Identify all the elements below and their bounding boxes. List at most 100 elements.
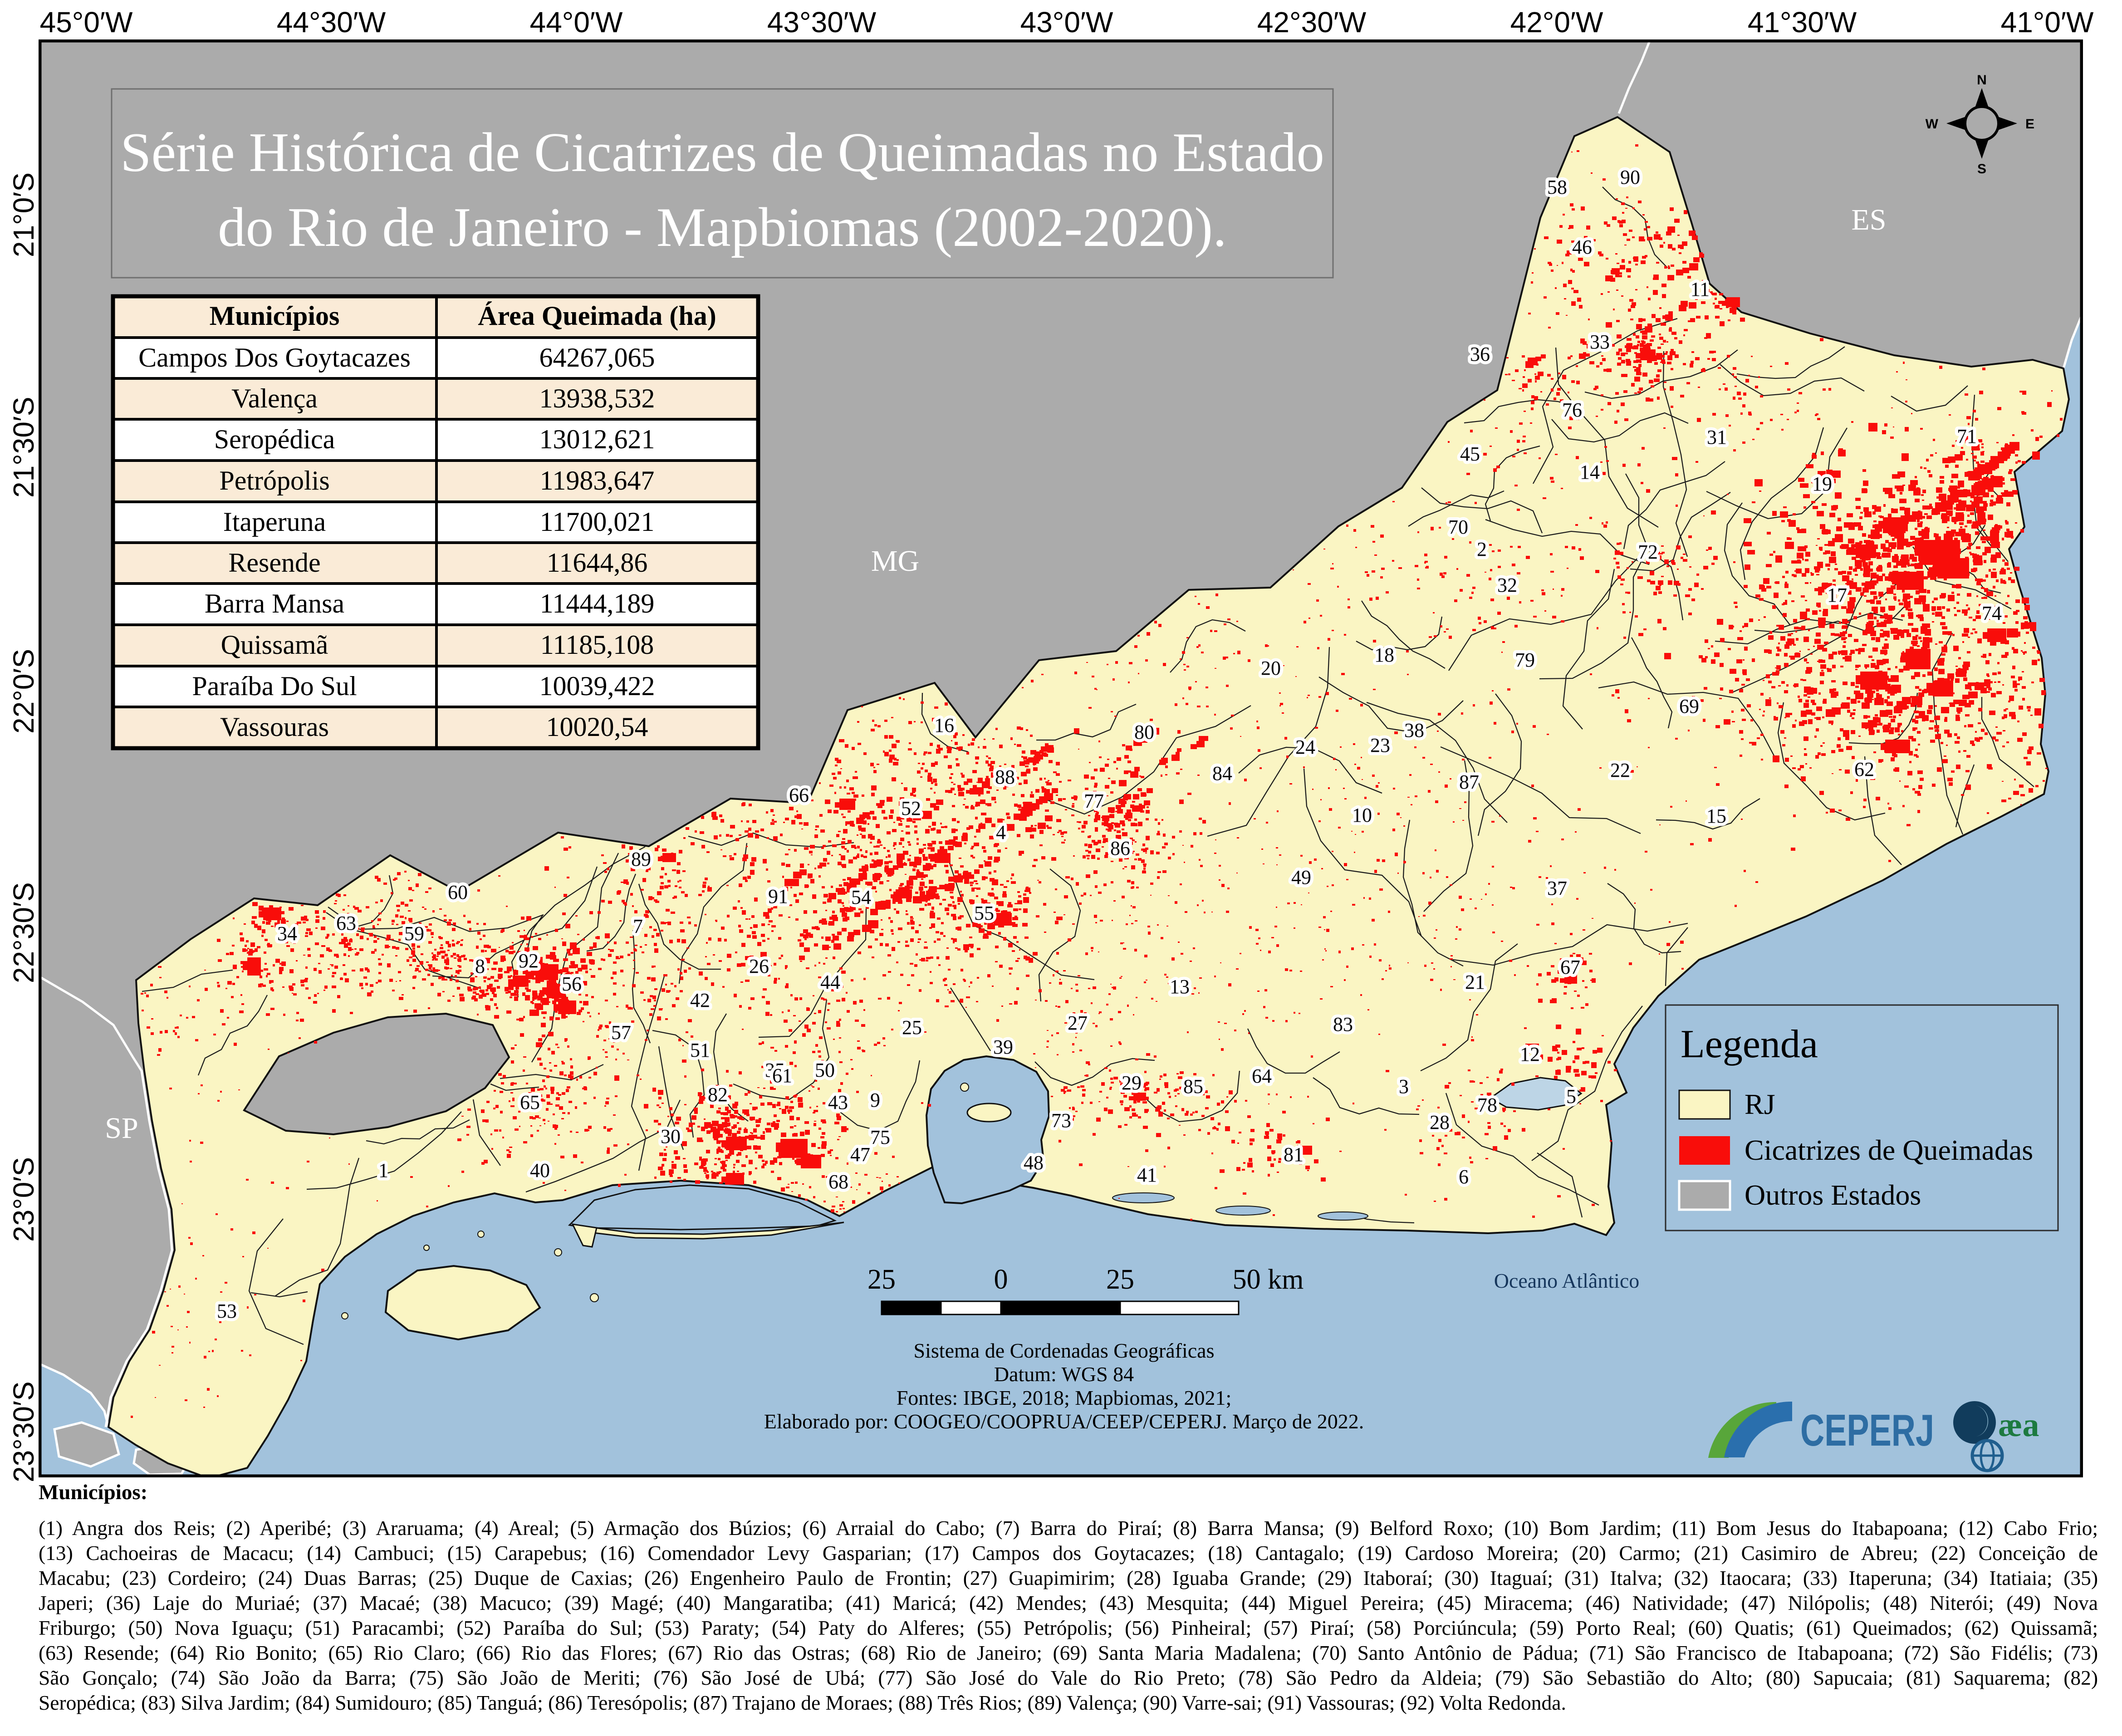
- svg-text:63: 63: [336, 912, 356, 934]
- svg-text:10039,422: 10039,422: [539, 671, 655, 701]
- svg-text:79: 79: [1515, 649, 1535, 671]
- svg-text:25: 25: [902, 1016, 922, 1039]
- svg-text:Sistema de Cordenadas Geográfi: Sistema de Cordenadas Geográficas: [914, 1339, 1215, 1362]
- svg-text:91: 91: [768, 885, 788, 907]
- svg-text:68: 68: [828, 1171, 848, 1193]
- svg-text:Fontes: IBGE, 2018; Mapbiomas,: Fontes: IBGE, 2018; Mapbiomas, 2021;: [897, 1386, 1232, 1409]
- svg-text:77: 77: [1084, 790, 1104, 812]
- svg-text:54: 54: [851, 886, 871, 908]
- svg-text:62: 62: [1854, 758, 1874, 780]
- svg-text:SP: SP: [105, 1112, 138, 1145]
- svg-text:47: 47: [850, 1143, 870, 1166]
- svg-text:5: 5: [1566, 1085, 1576, 1108]
- svg-text:Barra Mansa: Barra Mansa: [205, 588, 344, 618]
- svg-text:89: 89: [631, 848, 651, 870]
- svg-text:41: 41: [1137, 1164, 1157, 1186]
- svg-text:13012,621: 13012,621: [539, 424, 655, 454]
- svg-text:58: 58: [1547, 176, 1567, 198]
- svg-text:92: 92: [519, 950, 539, 972]
- svg-text:21: 21: [1465, 971, 1485, 993]
- svg-text:11185,108: 11185,108: [540, 630, 654, 660]
- svg-text:Elaborado por: COOGEO/COOPRUA/: Elaborado por: COOGEO/COOPRUA/CEEP/CEPER…: [764, 1410, 1364, 1433]
- svg-text:34: 34: [277, 922, 297, 945]
- svg-text:76: 76: [1562, 399, 1582, 421]
- svg-text:E: E: [2025, 117, 2034, 132]
- svg-text:45: 45: [1460, 443, 1480, 465]
- svg-text:44: 44: [820, 971, 840, 993]
- svg-text:17: 17: [1827, 584, 1847, 606]
- svg-text:10020,54: 10020,54: [546, 712, 648, 742]
- svg-text:0: 0: [994, 1264, 1008, 1295]
- svg-text:15: 15: [1706, 805, 1726, 827]
- svg-text:Datum: WGS 84: Datum: WGS 84: [994, 1363, 1134, 1386]
- svg-text:40: 40: [530, 1159, 550, 1182]
- svg-text:12: 12: [1520, 1043, 1540, 1065]
- svg-text:MG: MG: [871, 544, 919, 578]
- svg-text:11444,189: 11444,189: [540, 588, 655, 618]
- svg-text:RJ: RJ: [1745, 1088, 1775, 1120]
- svg-text:do Rio de Janeiro - Mapbiomas: do Rio de Janeiro - Mapbiomas (2002-2020…: [218, 196, 1227, 258]
- svg-text:70: 70: [1448, 516, 1468, 538]
- svg-text:73: 73: [1051, 1109, 1071, 1132]
- svg-text:Outros Estados: Outros Estados: [1745, 1179, 1921, 1211]
- svg-text:9: 9: [870, 1089, 880, 1111]
- svg-text:39: 39: [993, 1036, 1013, 1058]
- svg-text:Petrópolis: Petrópolis: [219, 466, 329, 495]
- svg-text:50: 50: [815, 1059, 835, 1081]
- svg-text:4: 4: [996, 821, 1006, 843]
- svg-text:19: 19: [1812, 473, 1832, 495]
- svg-text:48: 48: [1024, 1152, 1044, 1174]
- svg-text:Vassouras: Vassouras: [220, 712, 329, 742]
- svg-text:83: 83: [1333, 1013, 1353, 1035]
- svg-text:Cicatrizes de Queimadas: Cicatrizes de Queimadas: [1745, 1134, 2033, 1166]
- svg-text:74: 74: [1982, 602, 2002, 624]
- svg-text:90: 90: [1620, 166, 1640, 188]
- svg-text:49: 49: [1291, 866, 1311, 888]
- svg-text:86: 86: [1110, 837, 1130, 859]
- svg-text:80: 80: [1134, 721, 1154, 743]
- svg-text:37: 37: [1547, 877, 1567, 899]
- svg-text:W: W: [1926, 117, 1939, 132]
- svg-text:25: 25: [867, 1264, 896, 1295]
- svg-text:11644,86: 11644,86: [547, 548, 648, 578]
- svg-text:61: 61: [772, 1064, 792, 1087]
- svg-text:84: 84: [1212, 762, 1232, 785]
- svg-text:35: 35: [765, 1059, 785, 1081]
- svg-text:Legenda: Legenda: [1681, 1022, 1818, 1066]
- svg-text:69: 69: [1679, 695, 1699, 717]
- svg-text:66: 66: [789, 784, 809, 806]
- svg-text:53: 53: [217, 1300, 237, 1322]
- svg-text:87: 87: [1459, 771, 1479, 793]
- svg-text:32: 32: [1497, 574, 1517, 596]
- svg-text:75: 75: [870, 1126, 890, 1148]
- svg-text:16: 16: [934, 714, 954, 736]
- svg-text:60: 60: [448, 881, 468, 903]
- svg-text:Itaperuna: Itaperuna: [223, 507, 326, 537]
- svg-text:S: S: [1977, 162, 1986, 177]
- svg-text:51: 51: [690, 1039, 710, 1061]
- svg-text:Quissamã: Quissamã: [221, 630, 328, 660]
- svg-text:13: 13: [1170, 976, 1190, 998]
- svg-text:æa: æa: [1998, 1407, 2039, 1444]
- svg-text:22: 22: [1610, 759, 1630, 781]
- svg-text:13938,532: 13938,532: [539, 383, 655, 413]
- svg-text:33: 33: [1590, 331, 1610, 353]
- svg-text:11983,647: 11983,647: [540, 466, 655, 495]
- svg-text:ES: ES: [1851, 203, 1886, 236]
- svg-text:18: 18: [1374, 644, 1394, 666]
- svg-text:3: 3: [1399, 1075, 1409, 1098]
- svg-text:67: 67: [1560, 956, 1580, 978]
- svg-text:Campos Dos Goytacazes: Campos Dos Goytacazes: [138, 343, 411, 373]
- svg-text:50 km: 50 km: [1233, 1264, 1304, 1295]
- svg-text:59: 59: [404, 922, 424, 945]
- svg-text:Resende: Resende: [228, 548, 320, 578]
- svg-text:11700,021: 11700,021: [540, 507, 655, 537]
- svg-text:43: 43: [828, 1091, 848, 1113]
- svg-text:6: 6: [1459, 1166, 1469, 1188]
- svg-text:8: 8: [475, 955, 485, 977]
- svg-text:46: 46: [1572, 236, 1592, 258]
- svg-text:28: 28: [1430, 1111, 1450, 1133]
- svg-text:27: 27: [1068, 1012, 1088, 1034]
- svg-text:10: 10: [1352, 804, 1372, 826]
- svg-text:11: 11: [1691, 278, 1710, 300]
